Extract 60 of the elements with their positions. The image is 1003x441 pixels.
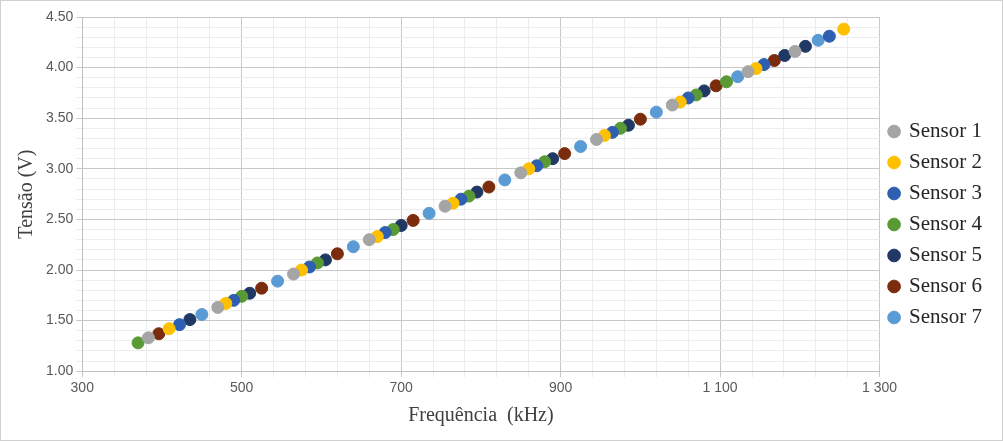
point <box>788 44 802 58</box>
point <box>574 140 588 154</box>
x-tick-label: 500 <box>230 379 254 396</box>
point <box>649 105 663 119</box>
legend-label: Sensor 6 <box>909 273 983 298</box>
y-tick-label: 1.50 <box>46 311 74 328</box>
point <box>498 173 512 187</box>
point <box>590 132 604 146</box>
point <box>720 75 733 89</box>
point <box>811 33 825 47</box>
x-axis-title: Frequência (kHz) <box>408 403 554 427</box>
legend-label: Sensor 5 <box>909 242 983 267</box>
legend-label: Sensor 4 <box>909 211 983 236</box>
y-tick-label: 4.00 <box>46 58 74 75</box>
y-tick-label: 3.00 <box>46 159 74 176</box>
legend-label: Sensor 2 <box>909 149 983 174</box>
point <box>822 29 836 43</box>
point <box>287 267 301 281</box>
point <box>195 308 209 322</box>
y-axis-title: Tensão (V) <box>14 149 38 239</box>
x-tick-label: 700 <box>389 379 414 396</box>
point <box>141 331 155 345</box>
point <box>362 233 376 247</box>
point <box>665 98 679 112</box>
legend-label: Sensor 7 <box>909 304 983 329</box>
x-tick-label: 900 <box>548 379 573 396</box>
y-tick-label: 4.50 <box>46 7 74 24</box>
point <box>406 213 420 227</box>
point <box>211 300 225 314</box>
x-tick-label: 1 100 <box>702 379 738 396</box>
point <box>346 240 360 254</box>
point <box>709 79 723 93</box>
point <box>558 147 572 161</box>
point <box>438 199 452 213</box>
point <box>173 318 187 332</box>
point <box>514 166 528 180</box>
y-tick-label: 1.00 <box>46 362 74 379</box>
point <box>741 65 755 79</box>
y-tick-label: 3.50 <box>46 109 74 126</box>
y-tick-label: 2.50 <box>46 210 74 227</box>
point <box>778 48 792 62</box>
legend-label: Sensor 1 <box>909 118 983 143</box>
point <box>798 39 812 53</box>
point <box>731 70 745 84</box>
point <box>482 180 496 194</box>
point <box>837 22 851 36</box>
point <box>422 206 436 220</box>
point <box>162 322 176 336</box>
point <box>255 281 269 295</box>
point <box>152 327 166 341</box>
x-tick-label: 1 300 <box>862 379 898 396</box>
x-tick-label: 300 <box>70 379 95 396</box>
point <box>633 112 647 126</box>
point <box>183 313 197 327</box>
point <box>271 274 285 288</box>
point <box>131 336 145 350</box>
y-tick-label: 2.00 <box>46 260 74 277</box>
legend-label: Sensor 3 <box>909 180 983 205</box>
point <box>767 54 781 68</box>
point <box>330 247 344 261</box>
